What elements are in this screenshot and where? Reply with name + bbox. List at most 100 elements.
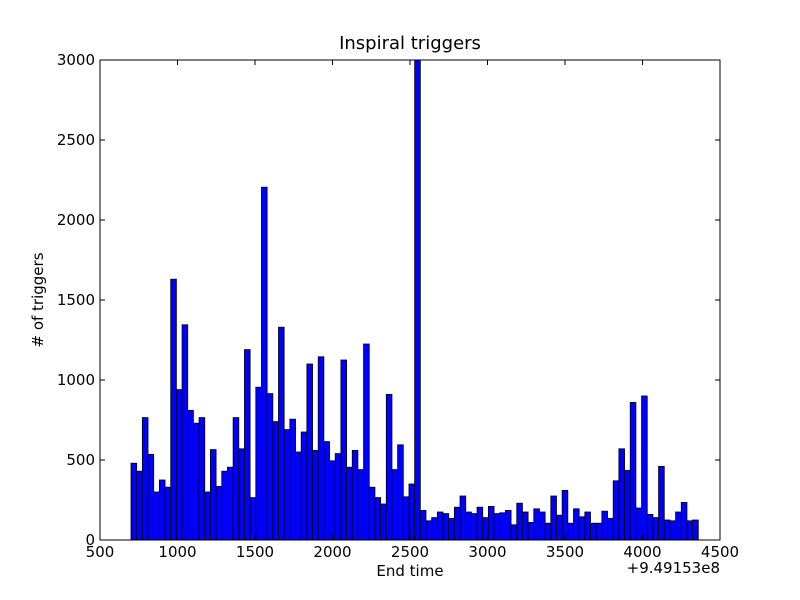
histogram-bar [436,511,444,541]
histogram-bar [221,470,228,541]
histogram-bar [141,417,149,541]
histogram-bar [136,470,143,541]
x-tick-label: 4000 [623,543,661,561]
histogram-bar [652,517,659,541]
histogram-bar [522,511,529,541]
histogram-bar [334,453,342,541]
histogram-bar [351,449,359,541]
histogram-bar [170,278,177,541]
histogram-bar [561,489,569,541]
histogram-bar [675,511,682,541]
histogram-bar [374,497,382,541]
histogram-bar [442,513,450,541]
histogram-bar [380,503,387,541]
histogram-bar [425,520,433,541]
histogram-bar [158,479,166,541]
histogram-bar [266,393,274,541]
histogram-bar [584,511,591,541]
y-tick-label: 0 [85,531,95,549]
histogram-bar [340,359,347,541]
y-axis-label: # of triggers [29,252,47,347]
histogram-bar [227,466,234,541]
histogram-bar [278,326,285,541]
histogram-bar [578,516,586,541]
histogram-bar [385,393,393,541]
x-tick-label: 2000 [313,543,351,561]
histogram-bar [249,497,257,541]
histogram-bar [289,418,296,541]
histogram-bar [175,389,183,541]
histogram-bar [357,469,364,541]
histogram-bar [601,510,608,541]
histogram-bar [346,466,353,541]
histogram-bar [533,508,540,541]
histogram-bar [544,522,552,541]
histogram-bar [595,522,603,541]
y-tick-label: 2000 [57,211,95,229]
histogram-bar [686,520,694,541]
histogram-bar [573,508,580,541]
histogram-bar [317,356,325,541]
histogram-bar [590,522,597,541]
chart-title: Inspiral triggers [339,33,481,54]
y-tick-label: 1500 [57,291,95,309]
histogram-bar [306,363,313,541]
histogram-bar [669,520,677,541]
x-tick-label: 3500 [546,543,584,561]
histogram-bar [323,441,330,541]
histogram-bar [635,507,642,541]
y-tick-label: 2500 [57,131,95,149]
histogram-bar [193,422,200,541]
histogram-bar [556,514,563,541]
histogram-bar [300,431,308,541]
histogram-bar [431,517,438,541]
histogram-bar [527,522,535,541]
histogram-bar [624,469,631,541]
histogram-bar [272,421,279,541]
y-tick-label: 3000 [57,51,95,69]
histogram-bar [470,513,478,541]
histogram-bar [505,509,512,541]
histogram-bar [204,491,211,541]
histogram-bar [476,506,484,541]
histogram-bar [261,186,268,541]
histogram-bar [391,469,399,541]
histogram-bar [663,519,671,541]
histogram-bar [629,401,637,541]
histogram-bar [215,485,223,541]
histogram-bar [419,509,427,541]
histogram-bar [465,511,472,541]
histogram-bar [680,501,688,541]
histogram-bar [658,465,665,541]
histogram-bar [459,495,467,541]
histogram-bar [448,518,455,541]
histogram-bar [255,386,262,541]
histogram-bar [210,449,217,541]
histogram-bar [232,417,240,541]
histogram-bar [147,453,155,541]
x-offset-label: +9.49153e8 [627,559,720,577]
histogram-bar [238,448,245,541]
histogram-bar [618,448,625,541]
x-axis: 500 1000 1500 2000 2500 3000 3500 4000 4500 [86,60,739,561]
histogram-bar [363,343,370,541]
histogram-bar [408,483,416,541]
histogram-bar [329,460,336,541]
histogram-bar [312,449,319,541]
x-tick-label: 4500 [701,543,739,561]
histogram-bar [567,522,574,541]
x-tick-label: 500 [86,543,115,561]
histogram-bar [130,462,138,541]
x-tick-label: 1000 [158,543,196,561]
histogram-bar [539,511,546,541]
histogram-bar [493,513,501,541]
histogram-bar [283,429,291,541]
histogram-bar [153,491,160,541]
y-tick-label: 1000 [57,371,95,389]
x-axis-label: End time [376,562,443,580]
histogram-bar [692,519,699,541]
histogram-bar [402,496,410,541]
histogram-bar [487,505,495,541]
histogram-bar [453,506,461,541]
